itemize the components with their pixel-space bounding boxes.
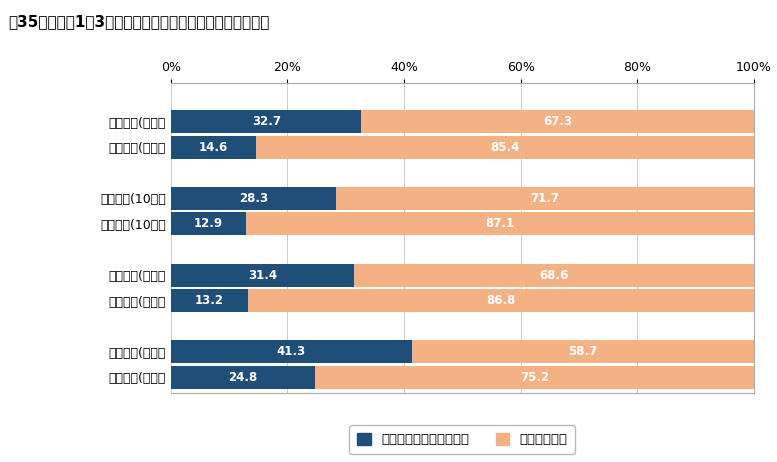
Text: 41.3: 41.3: [277, 345, 306, 358]
Text: 75.2: 75.2: [520, 371, 549, 384]
Bar: [336, 187, 754, 210]
Text: 85.4: 85.4: [490, 140, 520, 153]
Bar: [171, 263, 354, 286]
Text: 24.8: 24.8: [228, 371, 258, 384]
Text: 図35　勤務地1都3県とそれ以外の地域のテレワーク実施率: 図35 勤務地1都3県とそれ以外の地域のテレワーク実施率: [8, 14, 269, 29]
Bar: [171, 340, 412, 363]
Bar: [171, 136, 256, 158]
Bar: [171, 289, 248, 312]
Bar: [315, 366, 754, 389]
Bar: [246, 213, 754, 235]
Text: 14.6: 14.6: [199, 140, 228, 153]
Text: 86.8: 86.8: [486, 294, 515, 307]
Legend: テレワークを行っている, 行っていない: テレワークを行っている, 行っていない: [350, 425, 575, 454]
Text: 71.7: 71.7: [530, 192, 559, 205]
Text: 31.4: 31.4: [248, 268, 277, 281]
Text: 13.2: 13.2: [195, 294, 224, 307]
Text: 32.7: 32.7: [252, 115, 280, 128]
Bar: [412, 340, 754, 363]
Bar: [171, 187, 336, 210]
Text: 12.9: 12.9: [194, 217, 223, 231]
Bar: [171, 366, 315, 389]
Text: 67.3: 67.3: [543, 115, 572, 128]
Text: 28.3: 28.3: [239, 192, 268, 205]
Bar: [248, 289, 754, 312]
Bar: [171, 213, 246, 235]
Text: 87.1: 87.1: [486, 217, 514, 231]
Bar: [256, 136, 754, 158]
Bar: [361, 110, 754, 133]
Text: 58.7: 58.7: [568, 345, 598, 358]
Text: 68.6: 68.6: [539, 268, 569, 281]
Bar: [171, 110, 361, 133]
Bar: [354, 263, 754, 286]
